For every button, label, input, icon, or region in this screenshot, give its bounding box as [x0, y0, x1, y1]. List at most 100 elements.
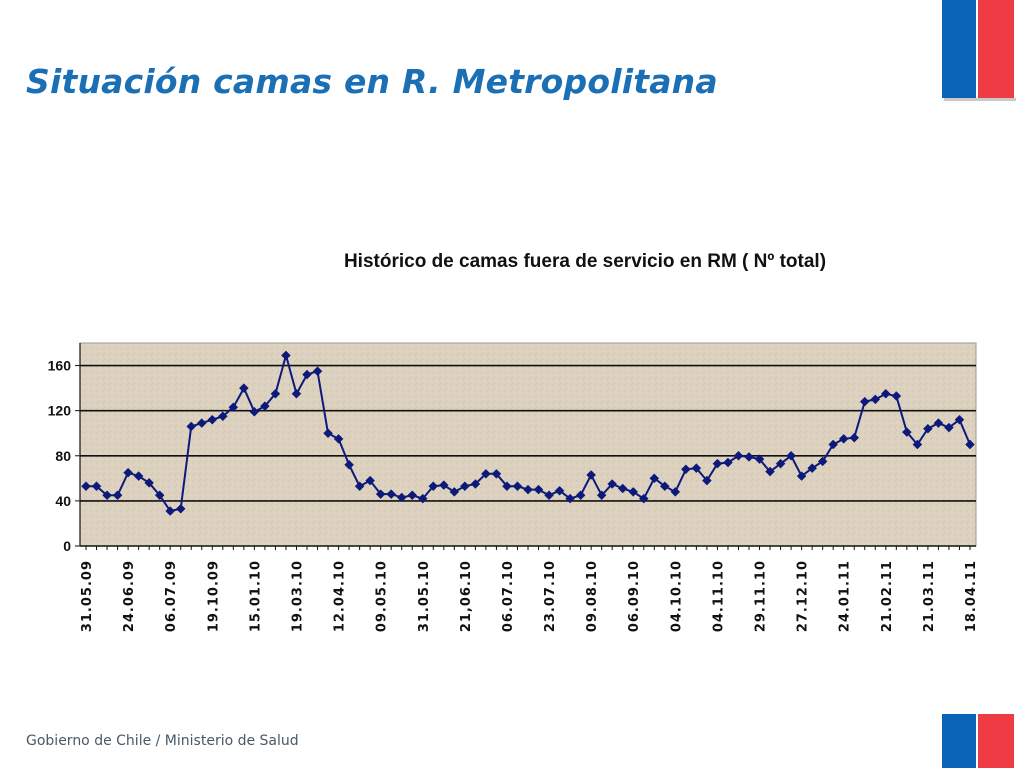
- x-tick-label: 06.07.09: [164, 560, 179, 632]
- flag-blue-stripe: [942, 0, 978, 98]
- data-point: [786, 450, 796, 461]
- x-tick-label: 31.05.09: [80, 560, 95, 632]
- data-point: [396, 492, 407, 503]
- data-point: [144, 477, 154, 488]
- data-point: [744, 452, 754, 462]
- data-point: [775, 458, 786, 469]
- data-point: [565, 493, 575, 504]
- data-point: [323, 428, 333, 439]
- x-tick-label: 18.04.11: [964, 560, 979, 632]
- chart-title: Histórico de camas fuera de servicio en …: [344, 251, 826, 272]
- x-tick-label: 04.11.10: [711, 560, 726, 632]
- data-point: [586, 470, 596, 480]
- x-tick-label: 29.11.10: [754, 560, 769, 632]
- data-point: [765, 466, 775, 477]
- x-tick-label: 23.07.10: [543, 560, 558, 632]
- data-point: [175, 503, 186, 514]
- data-point: [196, 418, 207, 428]
- flag-blue-stripe: [942, 714, 978, 768]
- data-point: [417, 493, 428, 504]
- x-tick-label: 24.06.09: [122, 560, 137, 632]
- data-point: [270, 388, 281, 399]
- data-point: [112, 490, 123, 501]
- data-point: [228, 402, 239, 413]
- data-point: [449, 487, 460, 497]
- data-point: [460, 481, 470, 492]
- data-point: [923, 423, 933, 434]
- data-point: [681, 464, 691, 475]
- flag-logo-top: [942, 0, 1016, 101]
- data-point: [217, 411, 228, 422]
- data-point: [354, 481, 365, 492]
- data-point: [502, 481, 512, 492]
- data-point: [628, 487, 639, 497]
- x-tick-label: 19.10.09: [206, 560, 221, 632]
- data-point: [133, 471, 144, 481]
- x-tick-label: 21.02.11: [880, 560, 895, 632]
- data-point: [481, 468, 491, 479]
- data-point: [965, 439, 975, 450]
- data-point: [375, 489, 386, 499]
- data-point: [659, 481, 670, 492]
- data-point: [470, 479, 481, 489]
- data-point: [912, 439, 923, 450]
- slide-title: Situación camas en R. Metropolitana: [26, 62, 718, 101]
- data-point: [649, 473, 660, 484]
- y-tick-label: 160: [48, 358, 72, 374]
- data-point: [796, 471, 807, 481]
- y-tick-label: 80: [55, 448, 71, 464]
- data-point: [344, 459, 354, 470]
- data-point: [828, 439, 839, 450]
- x-tick-label: 09.08.10: [585, 560, 600, 632]
- data-point: [733, 450, 744, 461]
- data-point: [438, 480, 449, 490]
- data-point: [249, 406, 260, 417]
- flag-red-stripe: [978, 0, 1014, 98]
- data-point: [859, 396, 870, 407]
- data-point: [723, 457, 733, 468]
- data-point: [523, 484, 533, 495]
- flag-logo-bottom: [942, 714, 1014, 768]
- y-tick-label: 40: [55, 493, 71, 509]
- x-tick-label: 04.10.10: [669, 560, 684, 632]
- flag-shadow: [944, 98, 1016, 101]
- x-tick-label: 12.04.10: [333, 560, 348, 632]
- data-point: [691, 463, 702, 474]
- data-point: [491, 468, 502, 479]
- data-point: [891, 391, 902, 401]
- data-point: [333, 434, 344, 444]
- data-point: [807, 463, 817, 474]
- data-point: [365, 475, 375, 486]
- flag-red-stripe: [978, 714, 1014, 768]
- data-point: [102, 490, 112, 501]
- data-point: [239, 383, 249, 393]
- data-point: [596, 490, 607, 501]
- x-tick-label: 21.03.11: [922, 560, 937, 632]
- x-tick-label: 15.01.10: [248, 560, 263, 632]
- data-point: [165, 506, 176, 516]
- data-point: [91, 481, 102, 492]
- data-point: [407, 490, 418, 501]
- data-point: [638, 493, 649, 504]
- x-tick-label: 24.01.11: [838, 560, 853, 632]
- data-point: [712, 458, 723, 469]
- x-tick-label: 31.05.10: [417, 560, 432, 632]
- data-point: [607, 479, 618, 489]
- data-point: [428, 481, 439, 492]
- data-point: [954, 414, 965, 425]
- data-point: [260, 401, 270, 412]
- data-point: [754, 454, 765, 465]
- y-tick-label: 0: [63, 538, 71, 554]
- data-point: [933, 418, 944, 428]
- y-axis: 0 40 80 120 160: [48, 343, 81, 554]
- data-point: [575, 490, 586, 501]
- data-point: [880, 388, 891, 399]
- data-point: [386, 489, 397, 499]
- x-tick-label: 09.05.10: [375, 560, 390, 632]
- data-point: [670, 487, 681, 497]
- y-tick-label: 120: [48, 403, 72, 419]
- data-point: [512, 481, 523, 492]
- x-axis: 31.05.09 24.06.09 06.07.09 19.10.09 15.01.10…: [80, 546, 979, 632]
- data-point: [702, 475, 712, 486]
- data-point: [544, 490, 554, 501]
